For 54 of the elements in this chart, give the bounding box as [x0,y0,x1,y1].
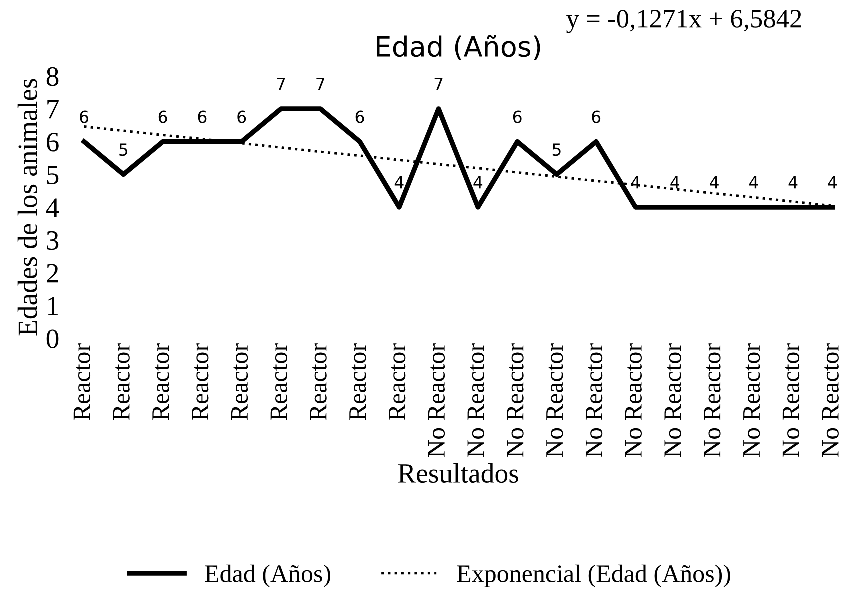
x-tick-label: No Reactor [468,344,484,458]
x-tick-label: Reactor [231,344,248,420]
legend-label: Exponencial (Edad (Años)) [457,564,730,588]
x-tick-label: No Reactor [704,344,721,458]
x-axis-title: Resultados [398,464,518,484]
x-tick-label: No Reactor [822,344,839,458]
x-tick-label: Reactor [310,344,327,420]
data-label: 6 [356,110,364,124]
y-tick-label: 8 [46,67,59,86]
y-tick-label: 0 [46,330,59,348]
data-label: 6 [80,110,89,124]
data-label: 4 [749,176,758,189]
data-label: 4 [828,176,838,189]
text: y = -0,1271x + 6,5842 [566,10,802,34]
y-tick-label: 1 [48,297,58,316]
x-tick-label: No Reactor [586,344,603,458]
y-axis-title: Edades de los animales [18,79,38,336]
x-tick-label: No Reactor [546,344,564,458]
data-label: 5 [120,144,128,156]
data-label: 5 [552,144,561,156]
data-label: 6 [238,110,246,124]
x-tick-label: Reactor [350,344,366,420]
x-tick-label: No Reactor [507,344,524,458]
chart-title: Edad (Años) [377,35,540,60]
y-tick-label: 7 [48,100,59,119]
x-tick-label: No Reactor [782,344,800,458]
data-label: 6 [592,110,601,124]
x-tick-label: Reactor [192,344,209,420]
data-label: 7 [316,78,324,90]
data-label: 6 [158,110,168,124]
y-tick-label: 3 [47,231,59,250]
data-label: 4 [394,176,404,189]
data-label: 7 [277,78,286,90]
y-tick-label: 5 [47,166,59,185]
x-tick-label: Reactor [152,344,170,420]
data-label: 4 [710,176,719,189]
legend-label: Edad (Años) [205,564,330,588]
x-tick-label: Reactor [74,344,91,420]
data-label: 4 [788,176,798,189]
x-tick-label: No Reactor [625,344,642,458]
data-label: 6 [513,110,522,124]
x-tick-label: No Reactor [744,344,760,458]
x-tick-label: No Reactor [428,344,446,458]
y-tick-label: 6 [47,133,59,152]
data-label: 6 [198,110,207,124]
x-tick-label: Reactor [389,344,406,420]
x-tick-label: Reactor [270,344,288,420]
y-tick-label: 2 [47,264,58,283]
data-label: 4 [474,176,483,189]
data-label: 4 [670,176,680,189]
data-label: 7 [434,78,443,90]
x-tick-label: No Reactor [664,344,682,458]
y-tick-label: 4 [46,198,60,218]
x-tick-label: Reactor [113,344,130,420]
